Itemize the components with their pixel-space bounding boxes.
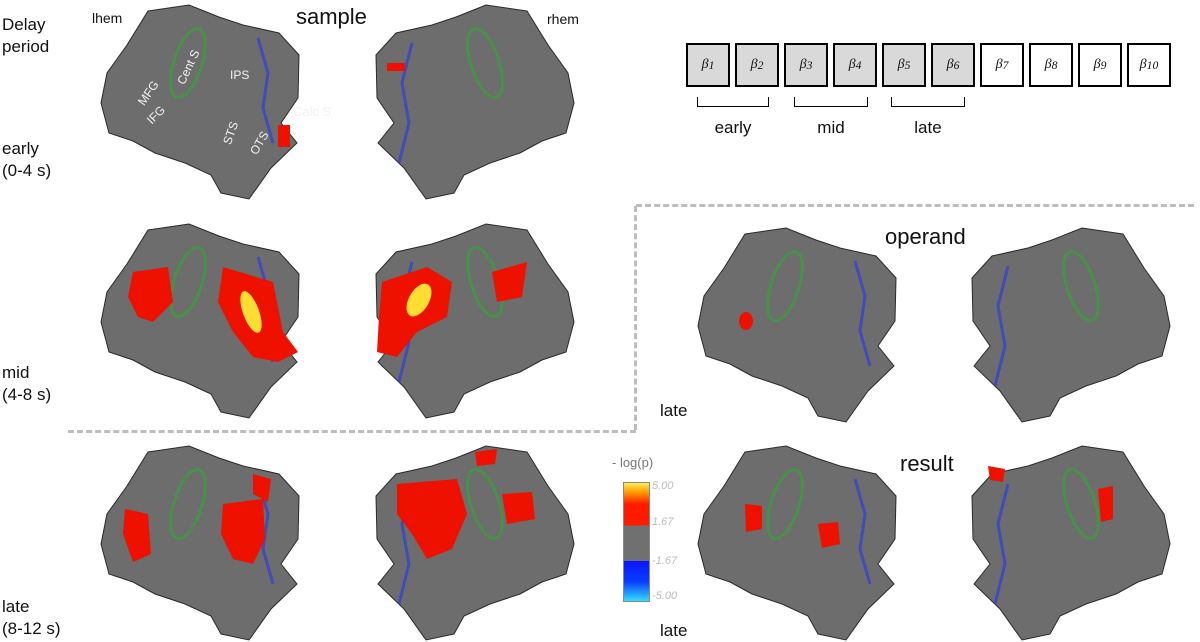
brain-map-sample-early-left [100, 4, 300, 200]
separator-top [636, 204, 1194, 207]
mid-bracket [794, 97, 868, 107]
early-bracket [697, 97, 769, 107]
separator-vertical [634, 206, 637, 430]
mid-window-label: mid (4-8 s) [2, 363, 52, 404]
brain-map-sample-early-right [375, 4, 575, 200]
colorbar-tick: 5.00 [652, 480, 674, 492]
brain-map-sample-mid-left [100, 223, 300, 419]
early-bracket-label: early [714, 118, 752, 137]
brain-map-sample-mid-right [375, 223, 575, 419]
brain-map-operand-late-left [697, 227, 897, 423]
brain-map-result-late-left [697, 445, 897, 641]
separator-bottom [68, 430, 636, 433]
result-late-label: late [660, 621, 688, 640]
colorbar [623, 482, 650, 602]
brain-map-sample-late-left [100, 445, 300, 641]
late-window-label: late (8-12 s) [2, 597, 61, 638]
anatomy-label: Calc S [293, 104, 332, 119]
anatomy-label: IPS [230, 68, 250, 82]
late-bracket-label: late [914, 118, 942, 137]
operand-late-label: late [660, 401, 688, 420]
brain-map-operand-late-right [971, 227, 1171, 423]
delay-period-label: Delay period [2, 15, 50, 56]
mid-bracket-label: mid [817, 118, 845, 137]
brain-map-sample-late-right [375, 445, 575, 641]
colorbar-title: - log(p) [612, 455, 654, 470]
colorbar-tick: -5.00 [652, 590, 678, 602]
late-bracket [891, 97, 965, 107]
brain-map-result-late-right [971, 445, 1171, 641]
operand-title: operand [885, 224, 966, 249]
left-hemisphere-label: lhem [92, 10, 123, 26]
beta-box: β 10 [1127, 43, 1171, 87]
result-title: result [900, 451, 954, 476]
sample-title: sample [296, 4, 367, 29]
right-hemisphere-label: rhem [547, 11, 579, 27]
colorbar-tick: -1.67 [652, 555, 678, 567]
colorbar-tick: 1.67 [652, 516, 674, 528]
early-window-label: early (0-4 s) [2, 139, 52, 180]
